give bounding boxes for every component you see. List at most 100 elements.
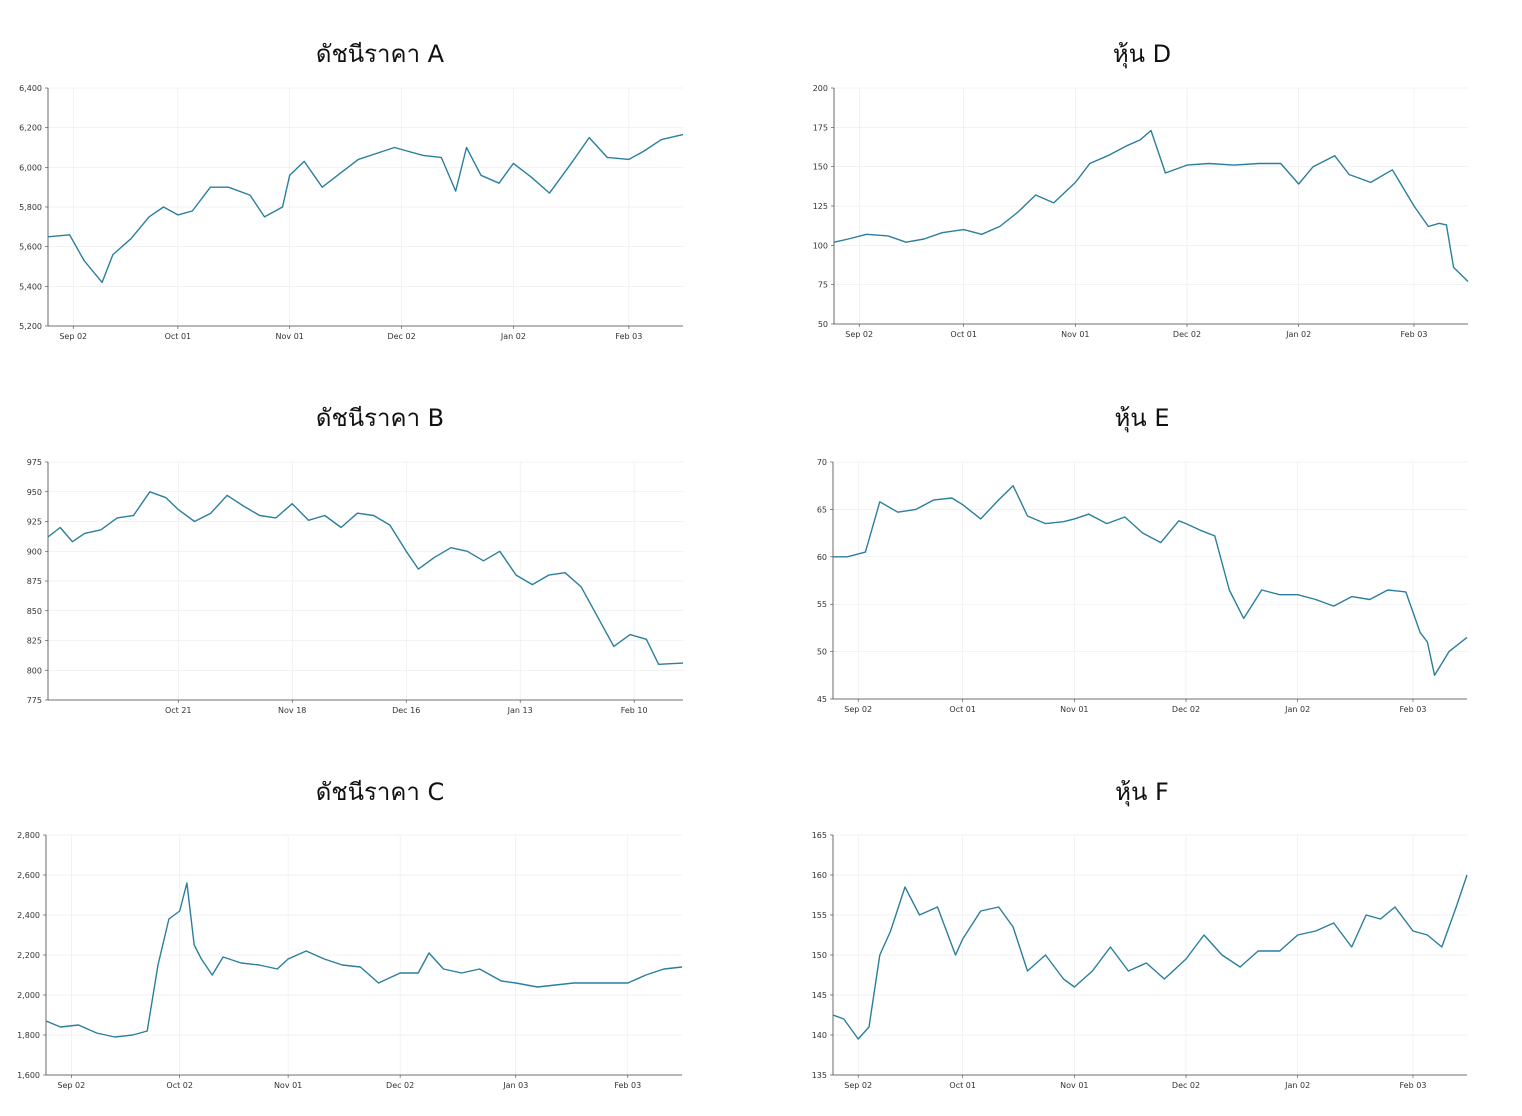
chart-panel-a: ดัชนีราคา A 5,200 5,400 5,600 5,800 6,000 6,2… xyxy=(0,0,760,372)
y-tick-label: 60 xyxy=(817,553,827,562)
y-tick-label: 145 xyxy=(812,991,827,1000)
y-tick-label: 160 xyxy=(812,871,827,880)
x-tick-label: Oct 02 xyxy=(166,1081,193,1090)
series-line xyxy=(45,882,683,1038)
x-tick-label: Dec 02 xyxy=(386,1081,414,1090)
y-tick-label: 100 xyxy=(813,241,828,250)
x-tick-label: Nov 18 xyxy=(278,706,306,715)
y-tick-label: 55 xyxy=(817,600,827,609)
chart-panel-b: ดัชนีราคา B 775 800 825 850 875 900 925 950 975 O… xyxy=(0,372,760,744)
chart-panel-c: ดัชนีราคา C 1,600 1,800 2,000 2,200 2,400 2,6… xyxy=(0,744,760,1116)
y-tick-label: 825 xyxy=(27,637,42,646)
y-tick-label: 165 xyxy=(812,831,827,840)
series-line xyxy=(47,133,684,284)
y-tick-label: 135 xyxy=(812,1071,827,1080)
x-tick-label: Jan 02 xyxy=(500,332,526,341)
y-tick-label: 1,800 xyxy=(17,1031,40,1040)
x-tick-label: Jan 02 xyxy=(1284,1081,1310,1090)
x-tick-label: Jan 02 xyxy=(1285,330,1311,339)
line-chart-d: 50 75 100 125 150 175 200 Sep 02 Oct 01 Nov 01 Dec… xyxy=(813,84,1469,339)
y-tick-label: 50 xyxy=(817,648,827,657)
y-tick-label: 6,000 xyxy=(19,163,42,172)
y-tick-label: 975 xyxy=(27,458,42,467)
y-tick-label: 65 xyxy=(817,505,827,514)
y-tick-label: 125 xyxy=(813,202,828,211)
series-line xyxy=(47,491,684,665)
y-tick-label: 50 xyxy=(818,320,828,329)
y-tick-label: 5,600 xyxy=(19,243,42,252)
x-tick-label: Feb 03 xyxy=(1400,705,1427,714)
y-tick-label: 875 xyxy=(27,577,42,586)
y-tick-label: 950 xyxy=(27,488,42,497)
y-tick-label: 900 xyxy=(27,547,42,556)
chart-panel-e: หุ้น E 45 50 55 60 65 70 Sep 02 Oct 01 Nov 01 Dec… xyxy=(762,372,1522,744)
x-tick-label: Nov 01 xyxy=(274,1081,302,1090)
y-tick-label: 2,800 xyxy=(17,831,40,840)
x-tick-label: Nov 01 xyxy=(1061,330,1089,339)
x-tick-label: Dec 02 xyxy=(387,332,415,341)
y-tick-label: 175 xyxy=(813,123,828,132)
x-tick-label: Dec 02 xyxy=(1172,705,1200,714)
x-tick-label: Sep 02 xyxy=(59,332,87,341)
y-tick-label: 5,400 xyxy=(19,282,42,291)
x-tick-label: Nov 01 xyxy=(1060,705,1088,714)
y-tick-label: 800 xyxy=(27,666,42,675)
x-tick-label: Oct 01 xyxy=(949,705,976,714)
chart-title: ดัชนีราคา B xyxy=(315,404,445,432)
y-tick-label: 2,400 xyxy=(17,911,40,920)
x-tick-label: Feb 03 xyxy=(1401,330,1428,339)
y-tick-label: 5,800 xyxy=(19,203,42,212)
series-line xyxy=(832,874,1468,1040)
y-tick-label: 6,400 xyxy=(19,84,42,93)
y-tick-label: 5,200 xyxy=(19,322,42,331)
x-tick-label: Jan 02 xyxy=(1284,705,1310,714)
x-tick-label: Jan 13 xyxy=(507,706,533,715)
chart-title: หุ้น F xyxy=(1115,778,1169,806)
chart-panel-f: หุ้น F 135 140 145 150 155 160 165 Sep 02 Oct 01… xyxy=(762,744,1522,1116)
chart-title: ดัชนีราคา C xyxy=(315,778,445,806)
x-tick-label: Feb 03 xyxy=(614,1081,641,1090)
y-tick-label: 850 xyxy=(27,607,42,616)
x-tick-label: Oct 21 xyxy=(165,706,192,715)
chart-panel-d: หุ้น D 50 75 100 125 150 175 200 Sep 02 Oct 01 No… xyxy=(762,0,1522,372)
chart-title: ดัชนีราคา A xyxy=(315,40,445,68)
x-tick-label: Sep 02 xyxy=(845,330,873,339)
y-tick-label: 2,600 xyxy=(17,871,40,880)
x-tick-label: Dec 16 xyxy=(392,706,420,715)
line-chart-b: 775 800 825 850 875 900 925 950 975 Oct 21 Nov 18 D… xyxy=(27,458,684,715)
x-tick-label: Jan 03 xyxy=(502,1081,528,1090)
y-tick-label: 1,600 xyxy=(17,1071,40,1080)
chart-title: หุ้น E xyxy=(1114,404,1170,432)
y-tick-label: 140 xyxy=(812,1031,827,1040)
y-tick-label: 75 xyxy=(818,281,828,290)
y-tick-label: 45 xyxy=(817,695,827,704)
x-tick-label: Oct 01 xyxy=(949,1081,976,1090)
x-tick-label: Sep 02 xyxy=(57,1081,85,1090)
line-chart-a: 5,200 5,400 5,600 5,800 6,000 6,200 6,400 Sep 0… xyxy=(19,84,684,341)
y-tick-label: 150 xyxy=(812,951,827,960)
x-tick-label: Feb 03 xyxy=(1400,1081,1427,1090)
x-tick-label: Feb 03 xyxy=(615,332,642,341)
y-tick-label: 70 xyxy=(817,458,827,467)
y-tick-label: 775 xyxy=(27,696,42,705)
series-line xyxy=(833,129,1469,283)
line-chart-f: 135 140 145 150 155 160 165 Sep 02 Oct 01 Nov 01 D… xyxy=(812,831,1468,1090)
x-tick-label: Sep 02 xyxy=(844,1081,872,1090)
y-tick-label: 925 xyxy=(27,518,42,527)
y-tick-label: 6,200 xyxy=(19,124,42,133)
x-tick-label: Oct 01 xyxy=(950,330,977,339)
x-tick-label: Sep 02 xyxy=(844,705,872,714)
x-tick-label: Dec 02 xyxy=(1172,1081,1200,1090)
y-tick-label: 155 xyxy=(812,911,827,920)
y-tick-label: 200 xyxy=(813,84,828,93)
line-chart-c: 1,600 1,800 2,000 2,200 2,400 2,600 2,800 Sep 0… xyxy=(17,831,683,1090)
x-tick-label: Nov 01 xyxy=(1060,1081,1088,1090)
line-chart-e: 45 50 55 60 65 70 Sep 02 Oct 01 Nov 01 Dec 02 Jan … xyxy=(817,458,1468,714)
chart-title: หุ้น D xyxy=(1112,40,1172,68)
series-line xyxy=(833,484,1468,676)
x-tick-label: Oct 01 xyxy=(165,332,192,341)
y-tick-label: 2,200 xyxy=(17,951,40,960)
y-tick-label: 150 xyxy=(813,163,828,172)
x-tick-label: Dec 02 xyxy=(1173,330,1201,339)
y-tick-label: 2,000 xyxy=(17,991,40,1000)
